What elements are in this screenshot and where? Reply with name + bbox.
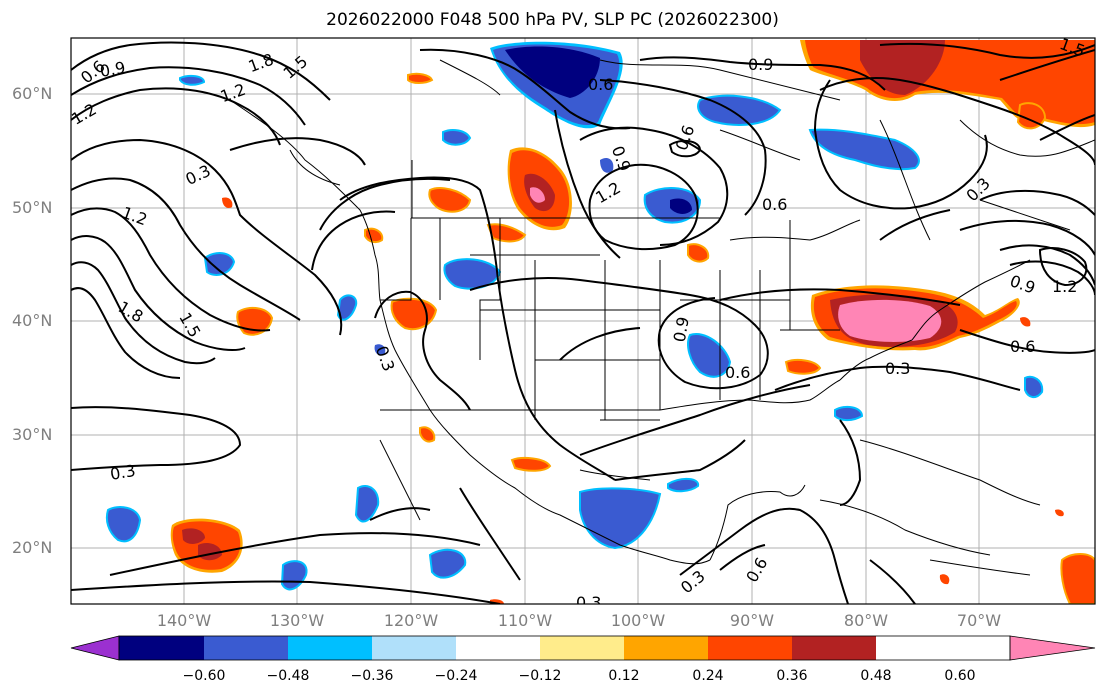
lat-label: 50°N xyxy=(12,198,53,217)
colorbar-segment xyxy=(540,636,624,660)
contour-label: 0.6 xyxy=(725,363,750,382)
lon-label: 110°W xyxy=(497,611,553,630)
positive-pv-anomaly-fills xyxy=(170,40,1095,604)
colorbar-tick-label: −0.24 xyxy=(434,668,478,684)
colorbar-segment xyxy=(372,636,456,660)
contour-label: 0.3 xyxy=(109,461,137,484)
colorbar-tick-label: 0.24 xyxy=(692,668,724,684)
colorbar-tick-label: 0.12 xyxy=(608,668,640,684)
lon-label: 120°W xyxy=(383,611,439,630)
colorbar-underflow-triangle xyxy=(70,635,120,661)
lat-label: 60°N xyxy=(12,84,53,103)
colorbar-segment xyxy=(708,636,792,660)
lon-label: 90°W xyxy=(729,611,775,630)
colorbar-segment xyxy=(288,636,372,660)
colorbar xyxy=(70,635,1096,661)
contour-label: 1.2 xyxy=(1052,277,1077,296)
colorbar-tick-label: 0.60 xyxy=(944,668,976,684)
lon-label: 100°W xyxy=(610,611,666,630)
lon-label: 70°W xyxy=(956,611,1002,630)
contour-label: 0.6 xyxy=(588,75,613,94)
colorbar-tick-label: 0.36 xyxy=(776,668,808,684)
lat-label: 20°N xyxy=(12,538,53,557)
colorbar-tick-label: −0.60 xyxy=(182,668,226,684)
contour-label: 0.6 xyxy=(762,195,787,214)
colorbar-tick-label: −0.48 xyxy=(266,668,310,684)
colorbar-overflow-triangle xyxy=(1009,635,1096,661)
contour-label: 0.9 xyxy=(748,55,773,74)
lat-label: 30°N xyxy=(12,425,53,444)
slp-contours xyxy=(71,41,1095,604)
lon-label: 80°W xyxy=(843,611,889,630)
coastlines-and-borders xyxy=(229,59,1095,576)
colorbar-tick-label: −0.12 xyxy=(518,668,562,684)
colorbar-segment xyxy=(456,636,540,660)
lon-label: 140°W xyxy=(156,611,212,630)
lat-label: 40°N xyxy=(12,311,53,330)
colorbar-segment xyxy=(119,636,204,660)
colorbar-segment xyxy=(204,636,288,660)
colorbar-segment xyxy=(624,636,708,660)
contour-label: 0.3 xyxy=(576,593,601,612)
contour-label: 0.3 xyxy=(885,359,910,378)
lon-label: 130°W xyxy=(269,611,325,630)
colorbar-tick-label: 0.48 xyxy=(860,668,892,684)
colorbar-segment xyxy=(792,636,876,660)
contour-label: 0.6 xyxy=(1010,337,1035,356)
colorbar-tick-label: −0.36 xyxy=(350,668,394,684)
contour-label: 0.9 xyxy=(98,58,126,81)
map-title: 2026022000 F048 500 hPa PV, SLP PC (2026… xyxy=(326,10,779,30)
negative-pv-anomaly-fills xyxy=(105,41,1044,591)
contour-label: 0.9 xyxy=(670,315,693,343)
map-frame xyxy=(70,37,1096,605)
